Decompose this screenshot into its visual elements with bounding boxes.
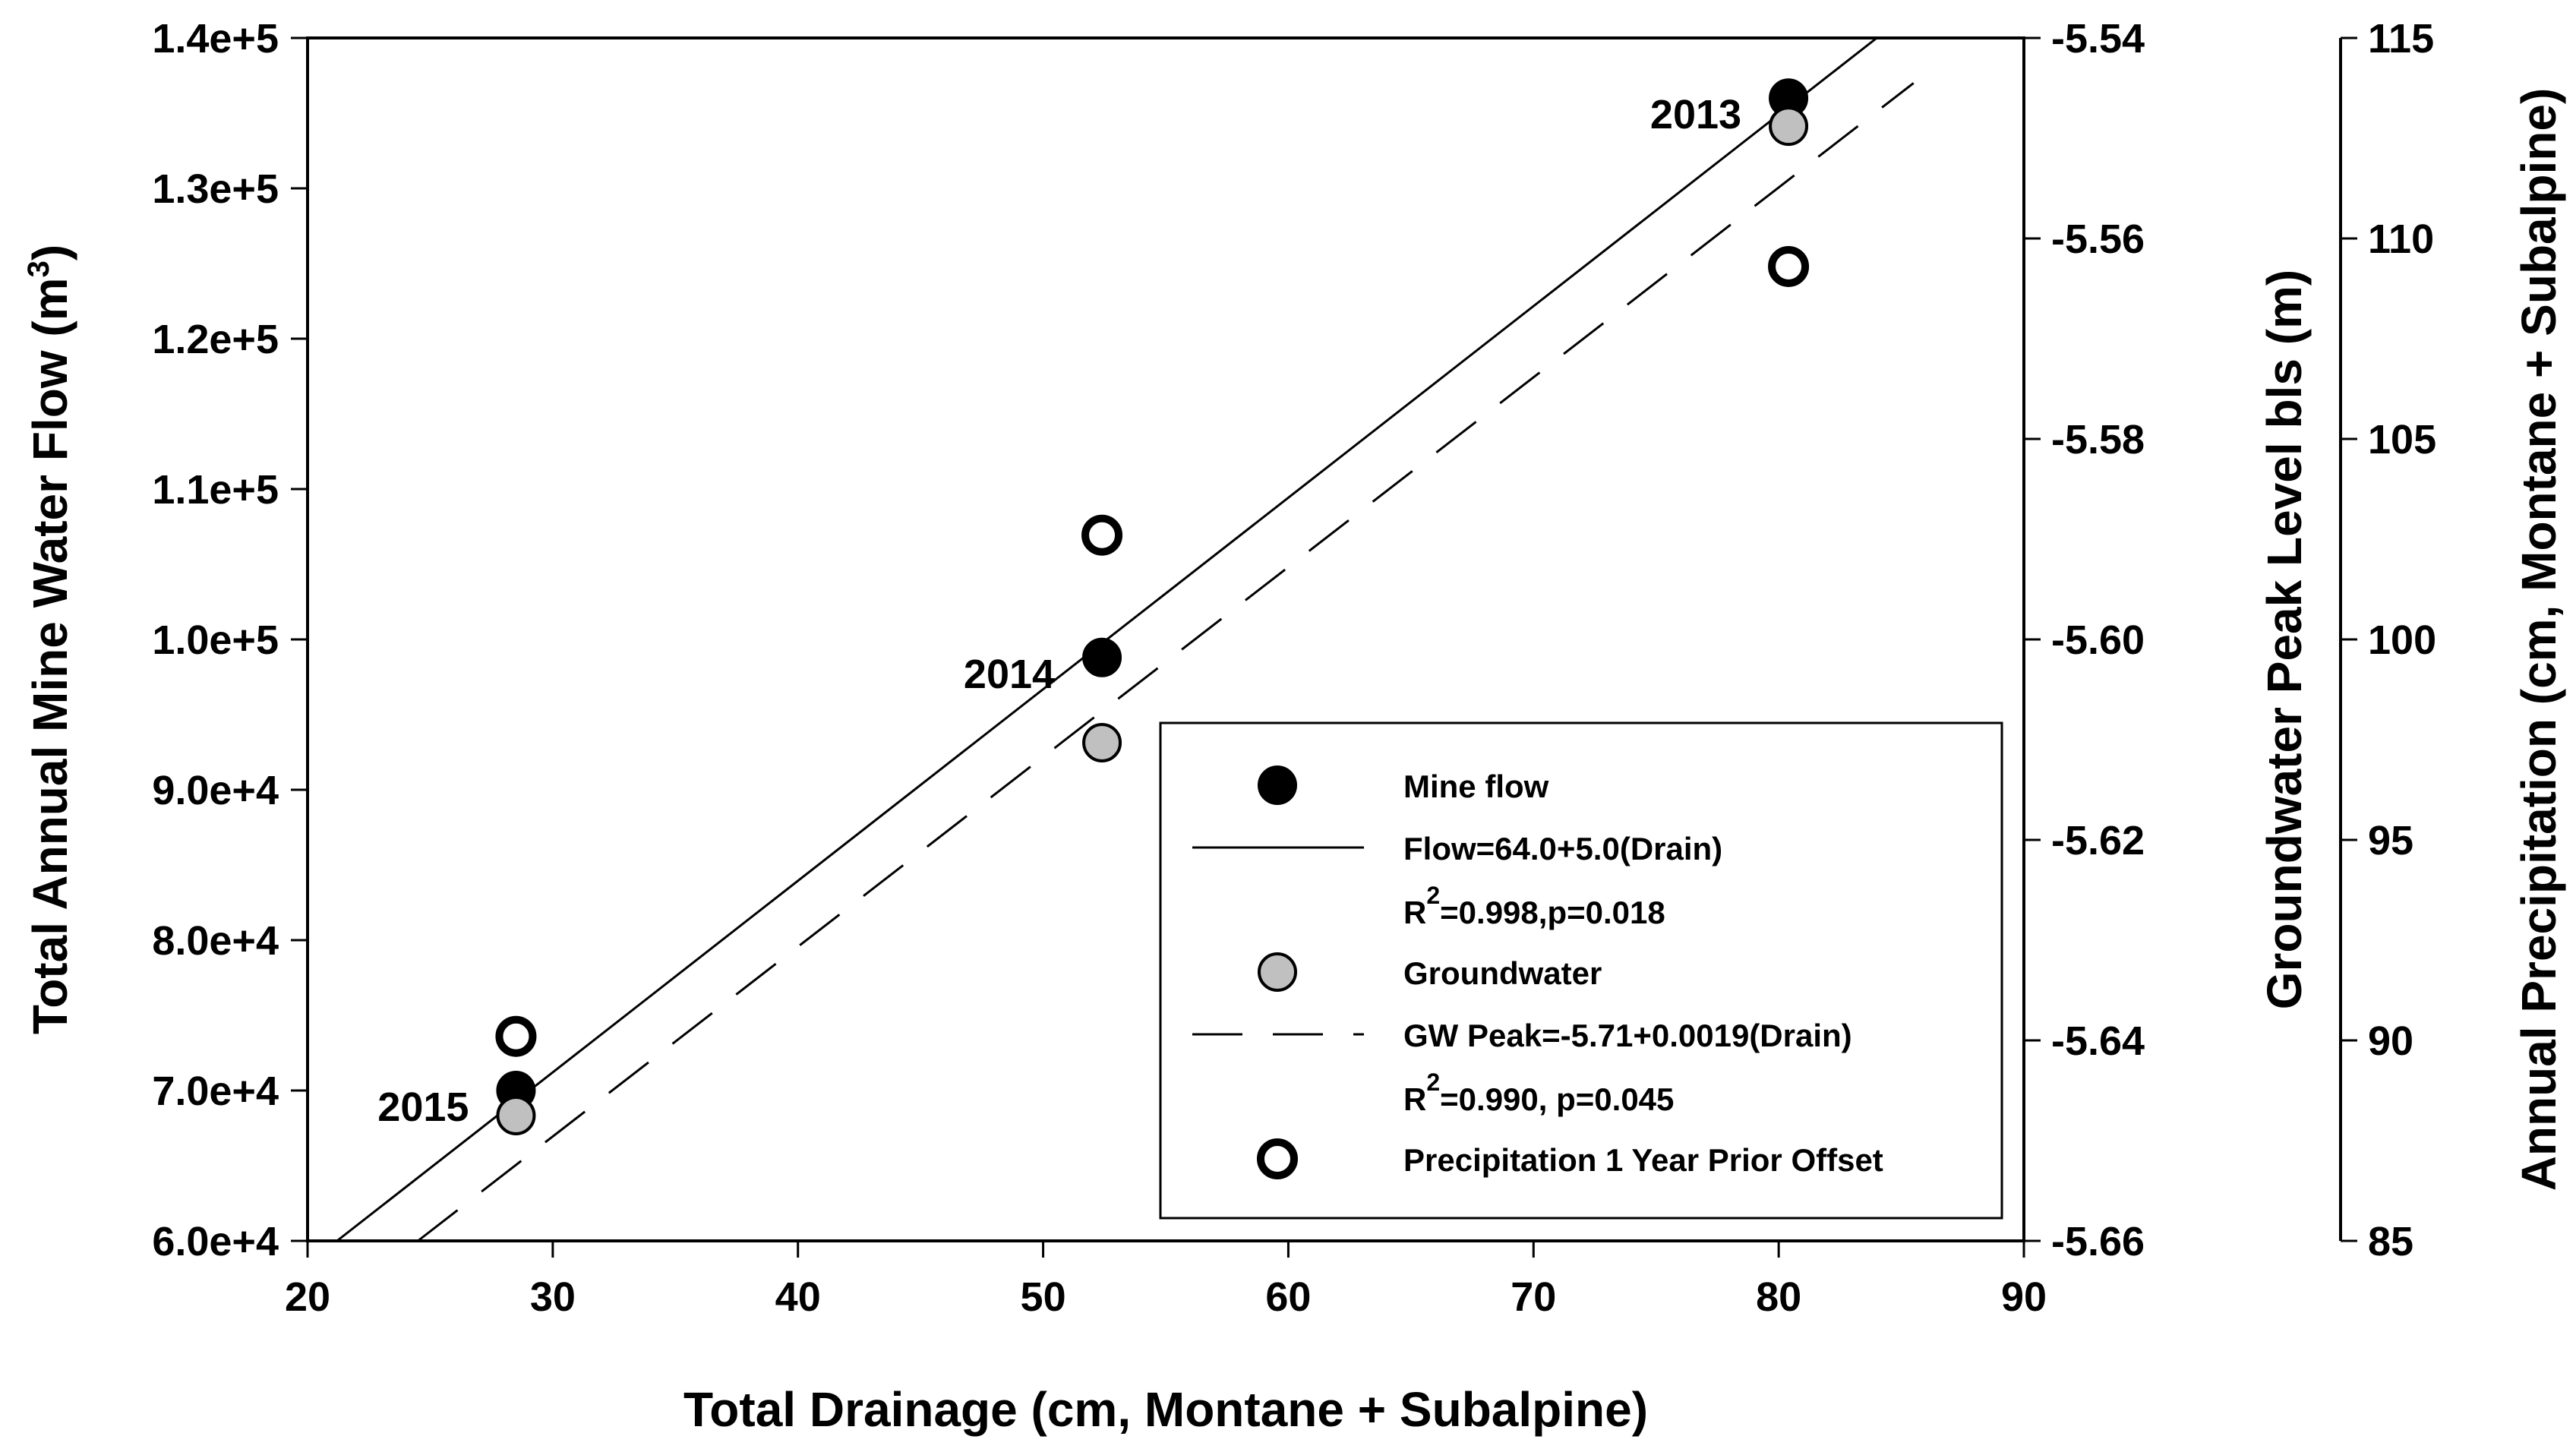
precipitation-point [495, 1015, 537, 1057]
y-tick-label: 1.1e+5 [152, 467, 279, 513]
legend-flow-r2-sup: 2 [1426, 882, 1440, 909]
precipitation-point [1768, 245, 1810, 287]
legend-flow-r2-prefix: R [1403, 895, 1426, 930]
groundwater-fit-line [417, 82, 1915, 1242]
y2-tick-label: -5.64 [2051, 1018, 2145, 1064]
y3-tick-label: 90 [2368, 1018, 2413, 1064]
y-axis-title-superscript: 3 [22, 260, 55, 277]
y2-tick-label: -5.66 [2051, 1219, 2145, 1264]
y2-tick-label: -5.62 [2051, 818, 2145, 863]
x-axis-title: Total Drainage (cm, Montane + Subalpine) [683, 1382, 1648, 1437]
legend: Mine flow Flow=64.0+5.0(Drain) R2=0.998,… [1159, 721, 2003, 1220]
y-tick-label: 8.0e+4 [152, 918, 279, 964]
y-tick-label: 1.2e+5 [152, 317, 279, 362]
legend-label-groundwater: Groundwater [1403, 955, 1602, 991]
groundwater-point [1082, 722, 1122, 762]
x-tick-label: 50 [1021, 1274, 1066, 1320]
groundwater-point [496, 1096, 536, 1135]
y3-tick-label: 105 [2368, 417, 2436, 462]
x-tick-label: 80 [1756, 1274, 1801, 1320]
x-tick-label: 90 [2001, 1274, 2047, 1320]
legend-gw-r2-prefix: R [1403, 1081, 1426, 1117]
legend-symbol-precip [1257, 1138, 1298, 1179]
y3-tick-label: 95 [2368, 818, 2413, 863]
y2-axis-title: Groundwater Peak Level bls (m) [2257, 270, 2312, 1010]
y3-tick-label: 100 [2368, 617, 2436, 663]
y-tick-label: 7.0e+4 [152, 1068, 279, 1114]
y3-tick-label: 115 [2368, 16, 2434, 62]
y3-tick-label: 85 [2368, 1219, 2413, 1264]
y2-tick-label: -5.56 [2051, 216, 2145, 262]
y-tick-label: 1.4e+5 [152, 16, 279, 62]
y-tick-label: 9.0e+4 [152, 768, 279, 813]
legend-label-flow-r2: R2=0.998,p=0.018 [1403, 882, 1665, 930]
y2-tick-label: -5.60 [2051, 617, 2145, 663]
legend-label-flow-fit: Flow=64.0+5.0(Drain) [1403, 831, 1722, 866]
legend-symbol-groundwater [1258, 952, 1297, 992]
legend-box [1159, 721, 2003, 1220]
y2-tick-label: -5.58 [2051, 417, 2145, 462]
x-tick-label: 70 [1511, 1274, 1556, 1320]
legend-flow-r2-rest: =0.998,p=0.018 [1440, 895, 1665, 930]
y2-tick-label: -5.54 [2051, 16, 2145, 62]
legend-symbol-mine-flow [1258, 765, 1297, 805]
year-labels: 2015 2014 2013 [377, 92, 1741, 1130]
groundwater-point [1769, 106, 1809, 147]
legend-label-precip: Precipitation 1 Year Prior Offset [1403, 1142, 1883, 1178]
x-tick-label: 30 [530, 1274, 576, 1320]
y-axis-title: Total Annual Mine Water Flow (m3) [22, 245, 77, 1034]
year-label-2014: 2014 [964, 652, 1055, 697]
y-axis-title-close: ) [23, 245, 77, 260]
x-tick-label: 40 [775, 1274, 821, 1320]
mine-flow-point [1082, 637, 1122, 677]
legend-gw-r2-rest: =0.990, p=0.045 [1440, 1081, 1674, 1117]
legend-label-gw-r2: R2=0.990, p=0.045 [1403, 1068, 1674, 1117]
y-tick-label: 1.0e+5 [152, 617, 279, 663]
legend-gw-r2-sup: 2 [1426, 1068, 1440, 1096]
year-label-2015: 2015 [377, 1084, 469, 1130]
y3-axis: 85 90 95 100 105 110 115 [2339, 16, 2436, 1264]
y-axis-title-main: Total Annual Mine Water Flow (m [23, 277, 77, 1034]
x-axis-ticks: 20 30 40 50 60 70 80 90 [285, 1241, 2047, 1320]
y3-tick-label: 110 [2368, 216, 2434, 262]
data-points [495, 78, 1810, 1135]
legend-label-gw-fit: GW Peak=-5.71+0.0019(Drain) [1403, 1018, 1852, 1053]
x-tick-label: 20 [285, 1274, 330, 1320]
year-label-2013: 2013 [1650, 92, 1741, 137]
x-tick-label: 60 [1265, 1274, 1311, 1320]
y-tick-label: 6.0e+4 [152, 1219, 279, 1264]
y3-axis-title: Annual Precipitation (cm, Montane + Suba… [2511, 88, 2566, 1192]
precipitation-point [1081, 514, 1123, 556]
y2-axis-ticks: -5.66 -5.64 -5.62 -5.60 -5.58 -5.56 -5.54 [2024, 16, 2145, 1264]
y-tick-label: 1.3e+5 [152, 166, 279, 212]
legend-label-mine-flow: Mine flow [1403, 769, 1549, 804]
y-axis-ticks: 6.0e+4 7.0e+4 8.0e+4 9.0e+4 1.0e+5 1.1e+5 1.2e… [152, 16, 308, 1264]
